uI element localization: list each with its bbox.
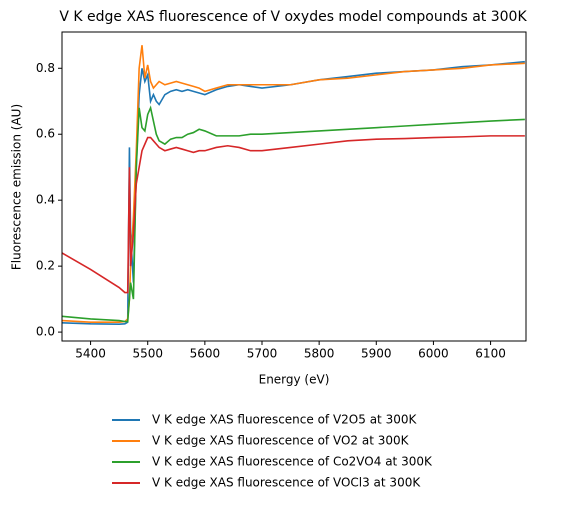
y-tick-label: 0.2 [36,259,55,273]
x-tick-label: 5600 [190,347,221,361]
legend-label: V K edge XAS fluorescence of Co2VO4 at 3… [152,455,433,469]
chart-title: V K edge XAS fluorescence of V oxydes mo… [59,9,527,25]
legend-label: V K edge XAS fluorescence of VO2 at 300K [152,434,410,448]
series-line [62,105,525,323]
x-axis-label: Energy (eV) [259,373,330,387]
legend-label: V K edge XAS fluorescence of V2O5 at 300… [152,413,417,427]
x-tick-label: 5500 [132,347,163,361]
series-line [62,135,525,294]
x-tick-label: 6000 [418,347,449,361]
y-tick-label: 0.0 [36,325,55,339]
x-tick-label: 5800 [304,347,335,361]
x-tick-label: 5700 [247,347,278,361]
plot-frame [61,31,527,342]
legend-label: V K edge XAS fluorescence of VOCl3 at 30… [152,476,421,490]
y-tick-label: 0.8 [36,61,55,75]
y-axis-label: Fluorescence emission (AU) [10,104,24,270]
x-tick-label: 5400 [75,347,106,361]
y-tick-label: 0.4 [36,193,55,207]
y-tick-label: 0.6 [36,127,55,141]
x-tick-label: 6100 [475,347,506,361]
x-tick-label: 5900 [361,347,392,361]
series-line [62,45,525,323]
